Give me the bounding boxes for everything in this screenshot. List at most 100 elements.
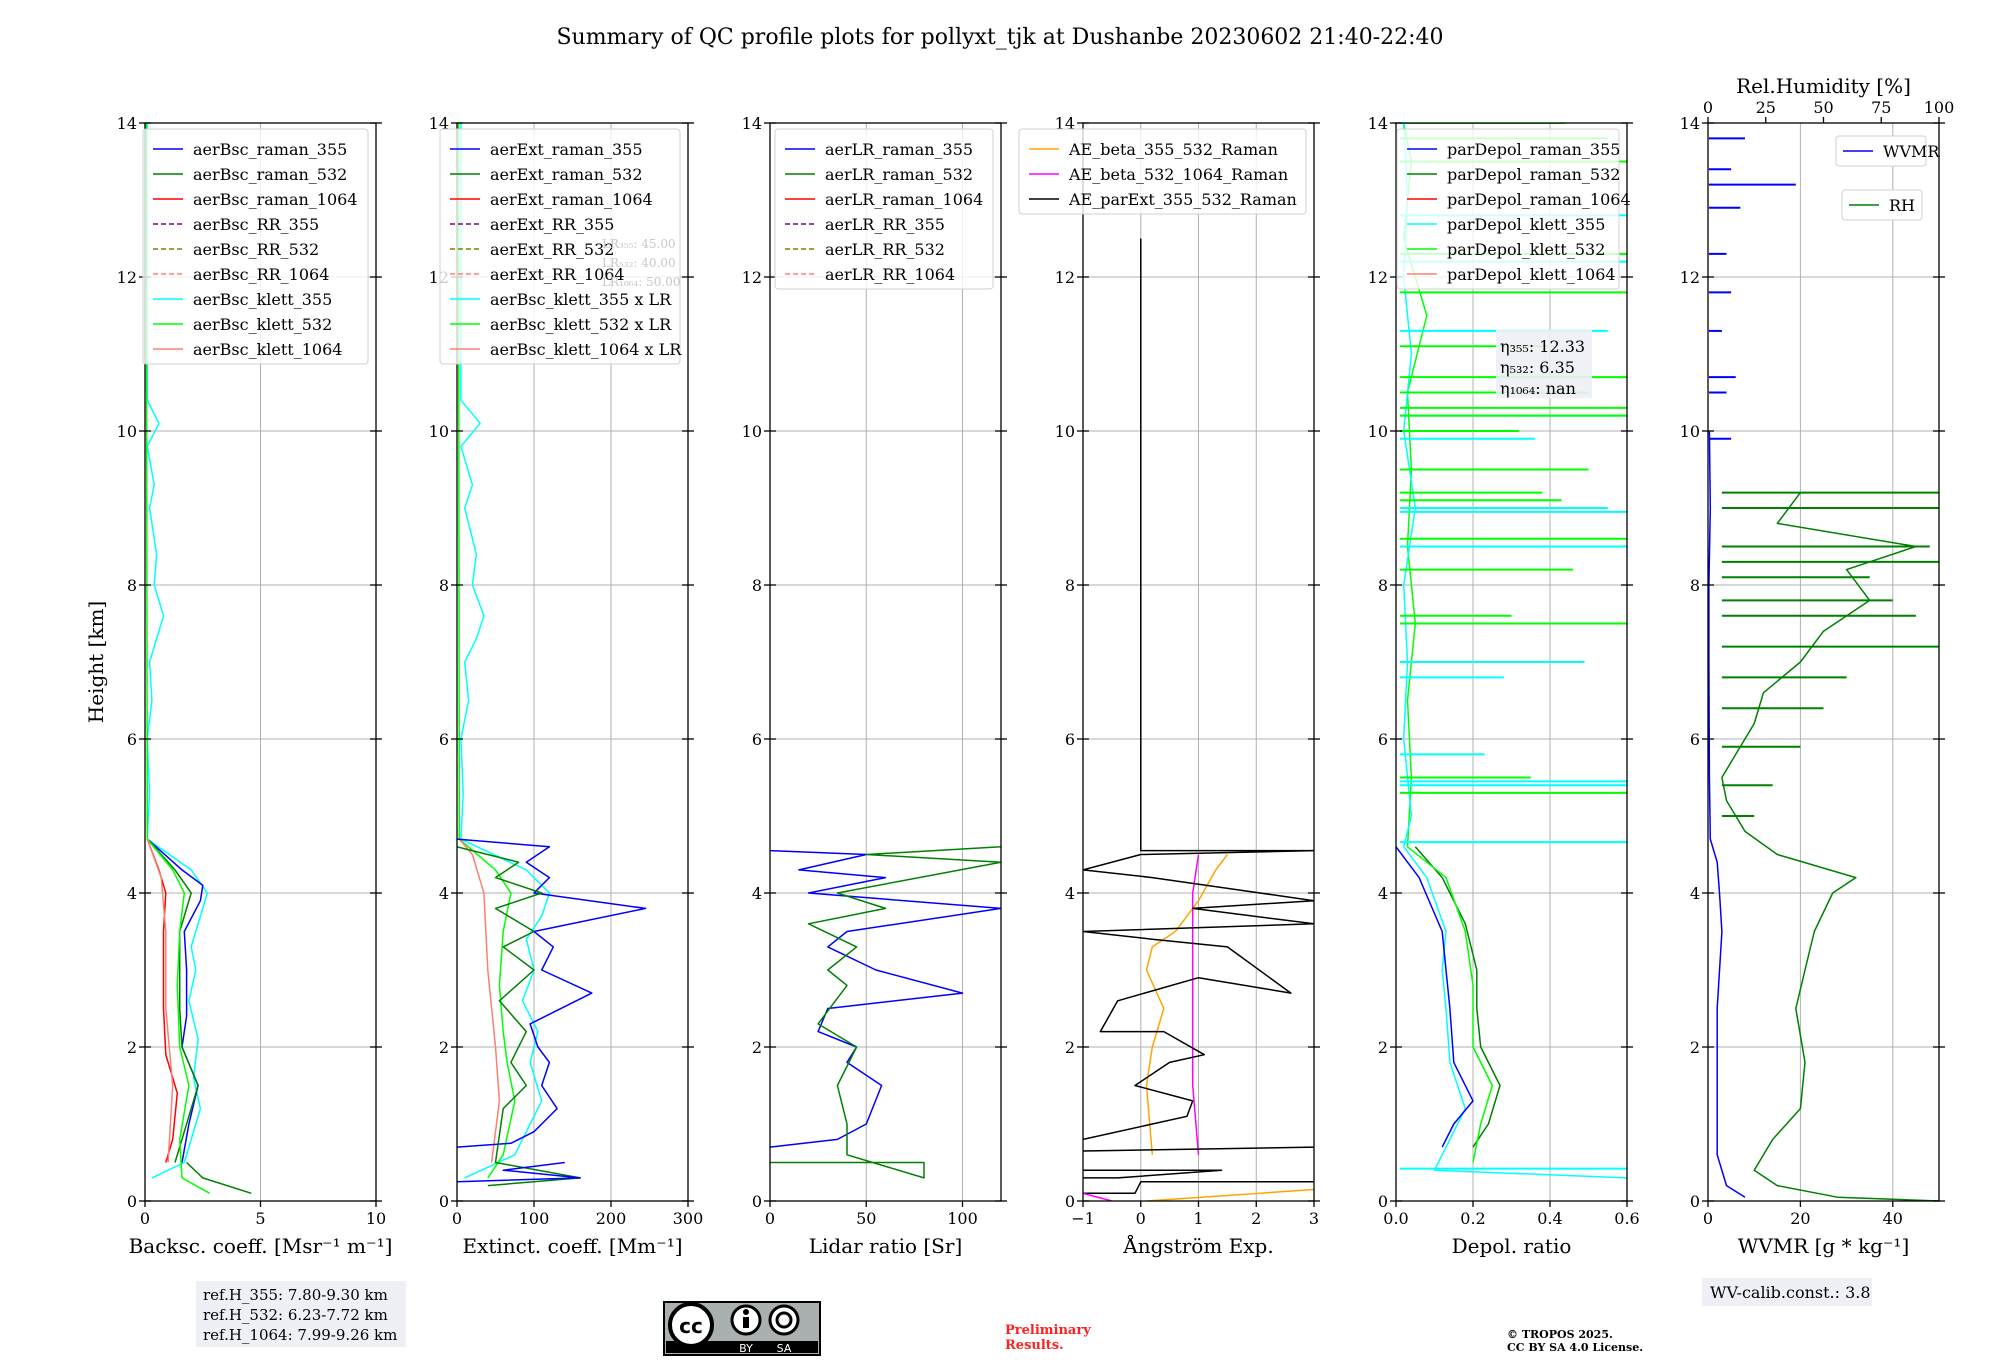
reference-heights-box: ref.H_355: 7.80-9.30 km ref.H_532: 6.23-…: [196, 1281, 406, 1347]
eta-value: η₁₀₆₄: nan: [1500, 379, 1576, 398]
legend-entry: aerBsc_klett_355 x LR: [490, 290, 672, 309]
x-tick-label: 0: [1136, 1209, 1146, 1228]
y-tick-label: 2: [1065, 1038, 1075, 1057]
x-tick-label: 100: [519, 1209, 550, 1228]
cc-sa-label: SA: [777, 1342, 792, 1355]
legend-entry: aerExt_raman_355: [490, 140, 643, 159]
x-tick-label: 0: [452, 1209, 462, 1228]
legend-entry: parDepol_klett_532: [1447, 240, 1605, 259]
x-tick-label: −1: [1071, 1209, 1095, 1228]
top-x-tick-label: 0: [1703, 98, 1713, 117]
legend-entry: aerExt_raman_532: [490, 165, 643, 184]
y-tick-label: 8: [1065, 576, 1075, 595]
top-x-axis-label: Rel.Humidity [%]: [1736, 74, 1911, 98]
top-x-tick-label: 75: [1871, 98, 1891, 117]
x-tick-label: 200: [596, 1209, 627, 1228]
y-tick-label: 6: [1065, 730, 1075, 749]
y-tick-label: 10: [1055, 422, 1075, 441]
y-tick-label: 14: [1055, 114, 1075, 133]
legend-entry: aerBsc_raman_532: [193, 165, 347, 184]
preliminary-text-2: Results.: [1005, 1338, 1064, 1353]
legend-entry: aerBsc_RR_1064: [193, 265, 329, 284]
legend-lr: aerLR_raman_355 aerLR_raman_532 aerLR_rama…: [774, 128, 994, 290]
legend-entry: aerLR_raman_1064: [825, 190, 983, 209]
x-tick-label: 10: [366, 1209, 386, 1228]
legend-entry: aerBsc_klett_1064: [193, 340, 342, 359]
series-ext_low_blue: [457, 1161, 581, 1183]
x-axis-label: Ångström Exp.: [1122, 1233, 1273, 1258]
series-aerExt_raman_355: [457, 838, 647, 1148]
series-parDepol_klett_532: [1402, 123, 1494, 1163]
x-axis-label: Lidar ratio [Sr]: [809, 1234, 963, 1258]
series-AE_beta_532_1064_Raman: [1191, 854, 1200, 1155]
cc-by-label: BY: [739, 1342, 753, 1355]
x-tick-label: 0: [140, 1209, 150, 1228]
figure-title: Summary of QC profile plots for pollyxt_…: [556, 25, 1443, 50]
y-tick-label: 4: [439, 884, 449, 903]
axes-frame: [456, 122, 689, 1202]
series-aerBsc_klett_355: [146, 123, 209, 1179]
legend-bsc: aerBsc_raman_355 aerBsc_raman_532 aerBsc_r…: [142, 128, 369, 365]
series-AE_parExt_355_532_Raman: [1083, 238, 1314, 1141]
ref-height-532: ref.H_532: 6.23-7.72 km: [203, 1306, 388, 1324]
legend-entry: aerBsc_RR_355: [193, 215, 319, 234]
x-tick-label: 20: [1790, 1209, 1810, 1228]
series-bsc_lowest: [186, 1161, 252, 1195]
legend-ext: aerExt_raman_355 aerExt_raman_532 aerExt_r…: [439, 128, 682, 365]
legend-wvmr: WVMR: [1835, 135, 1940, 167]
legend-entry: AE_beta_532_1064_Raman: [1068, 165, 1288, 184]
x-tick-label: 40: [1883, 1209, 1903, 1228]
panel-lr: 0 2 4 6 8 10 12 14 0 50 100 Lidar ratio [Sr] aerLR_r…: [742, 114, 1007, 1258]
series-parDepol_raman_532: [1414, 846, 1501, 1148]
top-x-tick-label: 50: [1813, 98, 1833, 117]
top-x-tick-label: 25: [1756, 98, 1776, 117]
legend-ae: AE_beta_355_532_Raman AE_beta_532_1064_Ra…: [1018, 128, 1307, 215]
cc-by-sa-badge: cc BY SA: [663, 1301, 821, 1356]
legend-entry: aerExt_raman_1064: [490, 190, 653, 209]
eta-value: η₅₃₂: 6.35: [1500, 358, 1575, 377]
y-tick-label: 12: [117, 268, 137, 287]
y-tick-label: 8: [1690, 576, 1700, 595]
y-tick-label: 0: [1065, 1192, 1075, 1211]
preliminary-text-1: Preliminary: [1005, 1323, 1091, 1338]
lr-annotation: LR₅₃₂: 40.00: [602, 256, 676, 270]
y-tick-label: 4: [1065, 884, 1075, 903]
y-tick-label: 4: [1690, 884, 1700, 903]
x-tick-label: 0.0: [1383, 1209, 1408, 1228]
x-tick-label: 0: [765, 1209, 775, 1228]
series-aerExt_raman_532: [457, 846, 581, 1187]
y-tick-label: 10: [1368, 422, 1388, 441]
y-tick-label: 10: [117, 422, 137, 441]
series-aerBsc_klett_1064 x LR: [458, 838, 501, 1163]
legend-entry: AE_beta_355_532_Raman: [1068, 140, 1278, 159]
x-tick-label: 0: [1703, 1209, 1713, 1228]
series-aerLR_raman_532: [770, 846, 1001, 1179]
legend-entry: aerExt_RR_355: [490, 215, 614, 234]
y-tick-label: 6: [127, 730, 137, 749]
y-tick-label: 12: [1680, 268, 1700, 287]
y-tick-label: 2: [1690, 1038, 1700, 1057]
legend-entry: parDepol_raman_355: [1447, 140, 1620, 159]
series-aerBsc_klett_532: [145, 123, 211, 1194]
legend-entry: aerExt_RR_532: [490, 240, 614, 259]
x-tick-label: 2: [1251, 1209, 1261, 1228]
y-tick-label: 4: [752, 884, 762, 903]
series-ae_black_step: [1083, 1181, 1314, 1195]
legend-entry: aerLR_raman_532: [825, 165, 973, 184]
x-tick-label: 0.4: [1537, 1209, 1562, 1228]
legend-entry: aerBsc_klett_532 x LR: [490, 315, 672, 334]
series-aerBsc_klett_355 x LR: [460, 123, 551, 1179]
x-axis-label: Extinct. coeff. [Mm⁻¹]: [462, 1234, 682, 1258]
y-tick-label: 4: [1378, 884, 1388, 903]
legend-entry: aerBsc_klett_355: [193, 290, 332, 309]
cc-icon: [668, 1302, 714, 1348]
x-tick-label: 100: [947, 1209, 978, 1228]
x-axis-label: Depol. ratio: [1452, 1234, 1572, 1258]
y-tick-label: 10: [1680, 422, 1700, 441]
x-tick-label: 300: [673, 1209, 704, 1228]
legend-entry: aerBsc_klett_532: [193, 315, 332, 334]
series-aerBsc_raman_532: [146, 838, 199, 1163]
series-RH: [1721, 492, 1939, 1201]
